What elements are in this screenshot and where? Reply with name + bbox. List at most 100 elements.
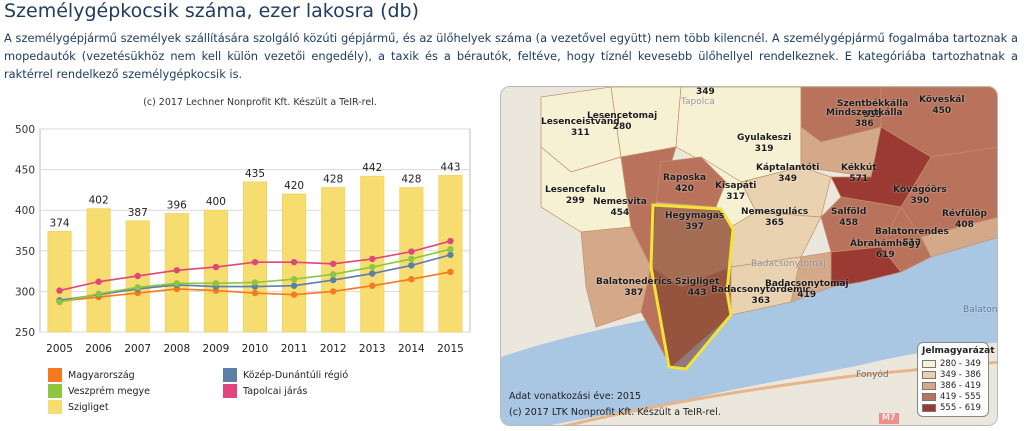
map-label-name: Káptalantóti (756, 163, 820, 173)
map-label-name: Badacsonytördemic (711, 285, 811, 295)
map-label-value: 420 (675, 184, 694, 194)
map-label-kaptalantoti: Káptalantóti 349 (756, 163, 819, 185)
bar-value-label: 387 (128, 207, 148, 219)
map-label-value: 419 (797, 290, 817, 300)
map-label-name: Lesencetomaj (587, 111, 658, 121)
map-label-nemesvita: Nemesvita 454 (593, 197, 647, 219)
legend-item-kozep-dunantul[interactable]: Közép-Dunántúli régió (223, 368, 348, 382)
map-label-value: 363 (751, 296, 771, 306)
map-label-lesencefalu: Lesencefalu 299 (545, 185, 606, 207)
map-label-value: 299 (565, 196, 585, 206)
map-legend-row: 349 - 386 (922, 369, 984, 380)
y-tick-label: 250 (15, 327, 35, 339)
map-label-value: 365 (765, 218, 784, 228)
map-label-value: 386 (854, 119, 874, 129)
map-label-value: 450 (932, 106, 952, 116)
map-label-name: Gyulakeszi (737, 133, 792, 143)
map-label-value: 349 (778, 174, 798, 184)
map-label-name: Lesenceistvánd (541, 117, 620, 127)
map-label-value: 454 (610, 208, 630, 218)
map-bg-road: M7 (879, 413, 899, 424)
map-shapes (501, 87, 997, 425)
map-label-value: 280 (612, 122, 632, 132)
legend-swatch (922, 359, 936, 368)
map-label-abrahamhegy: Ábrahámhegy 619 (850, 239, 921, 261)
legend-item-magyarorszag[interactable]: Magyarország (48, 368, 135, 382)
map-year-note: Adat vonatkozási éve: 2015 (509, 391, 642, 402)
map-legend-title: Jelmagyarázat (922, 346, 995, 356)
map-label-name: Raposka (663, 173, 707, 183)
map-label-balatonederics: Balatonederics 387 (596, 277, 672, 299)
x-tick-label: 2011 (281, 343, 308, 355)
map-label-value: 387 (624, 288, 644, 298)
map-label-value: 555 (863, 110, 883, 120)
map-label-name: Badacsonytomaj (765, 279, 849, 289)
page-title: Személygépkocsik száma, ezer lakosra (db… (4, 0, 420, 22)
region-szigliget-highlight (649, 203, 735, 371)
bar-value-label: 443 (440, 161, 460, 173)
series-point (447, 251, 454, 259)
series-point (329, 260, 337, 267)
chart-axes: 250 300 350 400 450 500 2005 2006 2007 2008 2009 20… (15, 124, 464, 355)
choropleth-map[interactable]: 349 Lesenceistvánd 311 Lesencetomaj 280 Gy… (500, 86, 998, 426)
region-badacsonytomaj (790, 251, 832, 303)
bar-2009 (203, 209, 228, 333)
bar-value-label: 428 (401, 173, 421, 185)
x-tick-label: 2015 (437, 343, 464, 355)
series-point (447, 268, 454, 276)
map-label-name: Szentbékkálla (837, 99, 909, 109)
bar-2005 (47, 231, 72, 333)
map-label-value: 349 (696, 87, 715, 97)
map-label-value: 513 (902, 238, 922, 248)
map-label-value: 319 (754, 144, 774, 154)
series-point (408, 276, 415, 283)
series-point (408, 255, 415, 263)
series-point (212, 280, 220, 287)
map-label-value: 408 (955, 220, 974, 230)
series-point (369, 282, 376, 289)
map-credit: (c) 2017 LTK Nonprofit Kft. Készült a Te… (509, 407, 721, 418)
legend-label: Szigliget (68, 401, 109, 413)
series-point (369, 263, 376, 271)
series-point (290, 282, 298, 289)
map-legend-row: 386 - 419 (922, 380, 984, 391)
map-label-value: 390 (910, 196, 930, 206)
map-label-value: 397 (685, 222, 705, 232)
series-point (290, 276, 298, 283)
map-label-badacsonytomaj: Badacsonytomaj 419 (765, 279, 849, 301)
bar-2006 (86, 208, 111, 333)
x-tick-label: 2012 (320, 343, 347, 355)
legend-label: 280 - 349 (940, 358, 981, 369)
legend-item-szigliget[interactable]: Szigliget (48, 400, 109, 414)
map-label-value: 317 (726, 192, 746, 202)
map-label-name: Szigliget (675, 277, 720, 287)
map-label-lesencetomaj: Lesencetomaj 280 (587, 111, 657, 133)
series-point (173, 280, 181, 287)
legend-label: 419 - 555 (940, 391, 981, 402)
series-point (447, 245, 454, 253)
map-label-balatonrendes: Balatonrendes 513 (875, 227, 949, 249)
series-point (290, 291, 298, 298)
legend-item-tapolcai[interactable]: Tapolcai járás (223, 384, 307, 398)
map-label-salfold: Salföld 458 (831, 207, 866, 229)
map-label-lesenceistvand: Lesenceistvánd 311 (541, 117, 620, 139)
legend-swatch (48, 384, 62, 398)
map-label-name: Ábrahámhegy (850, 239, 921, 249)
bar-value-label: 435 (245, 168, 265, 180)
map-legend-row: 555 - 619 (922, 402, 984, 413)
chart-lines (56, 237, 454, 306)
x-tick-label: 2006 (85, 343, 112, 355)
map-label-value: 619 (875, 250, 895, 260)
series-point (251, 279, 259, 286)
map-label-badacsonytordemic: Badacsonytördemic 363 (711, 285, 811, 307)
series-point (56, 298, 63, 306)
legend-swatch (223, 384, 237, 398)
y-tick-label: 300 (15, 286, 35, 298)
series-point (369, 270, 376, 277)
legend-item-veszprem[interactable]: Veszprém megye (48, 384, 150, 398)
map-label-name: Köveskál (919, 95, 965, 105)
legend-swatch (922, 403, 936, 412)
map-label-name: Balatonrendes (875, 227, 949, 237)
bar-value-label: 420 (284, 180, 304, 192)
map-bg-tapolca: Tapolca (681, 97, 715, 107)
